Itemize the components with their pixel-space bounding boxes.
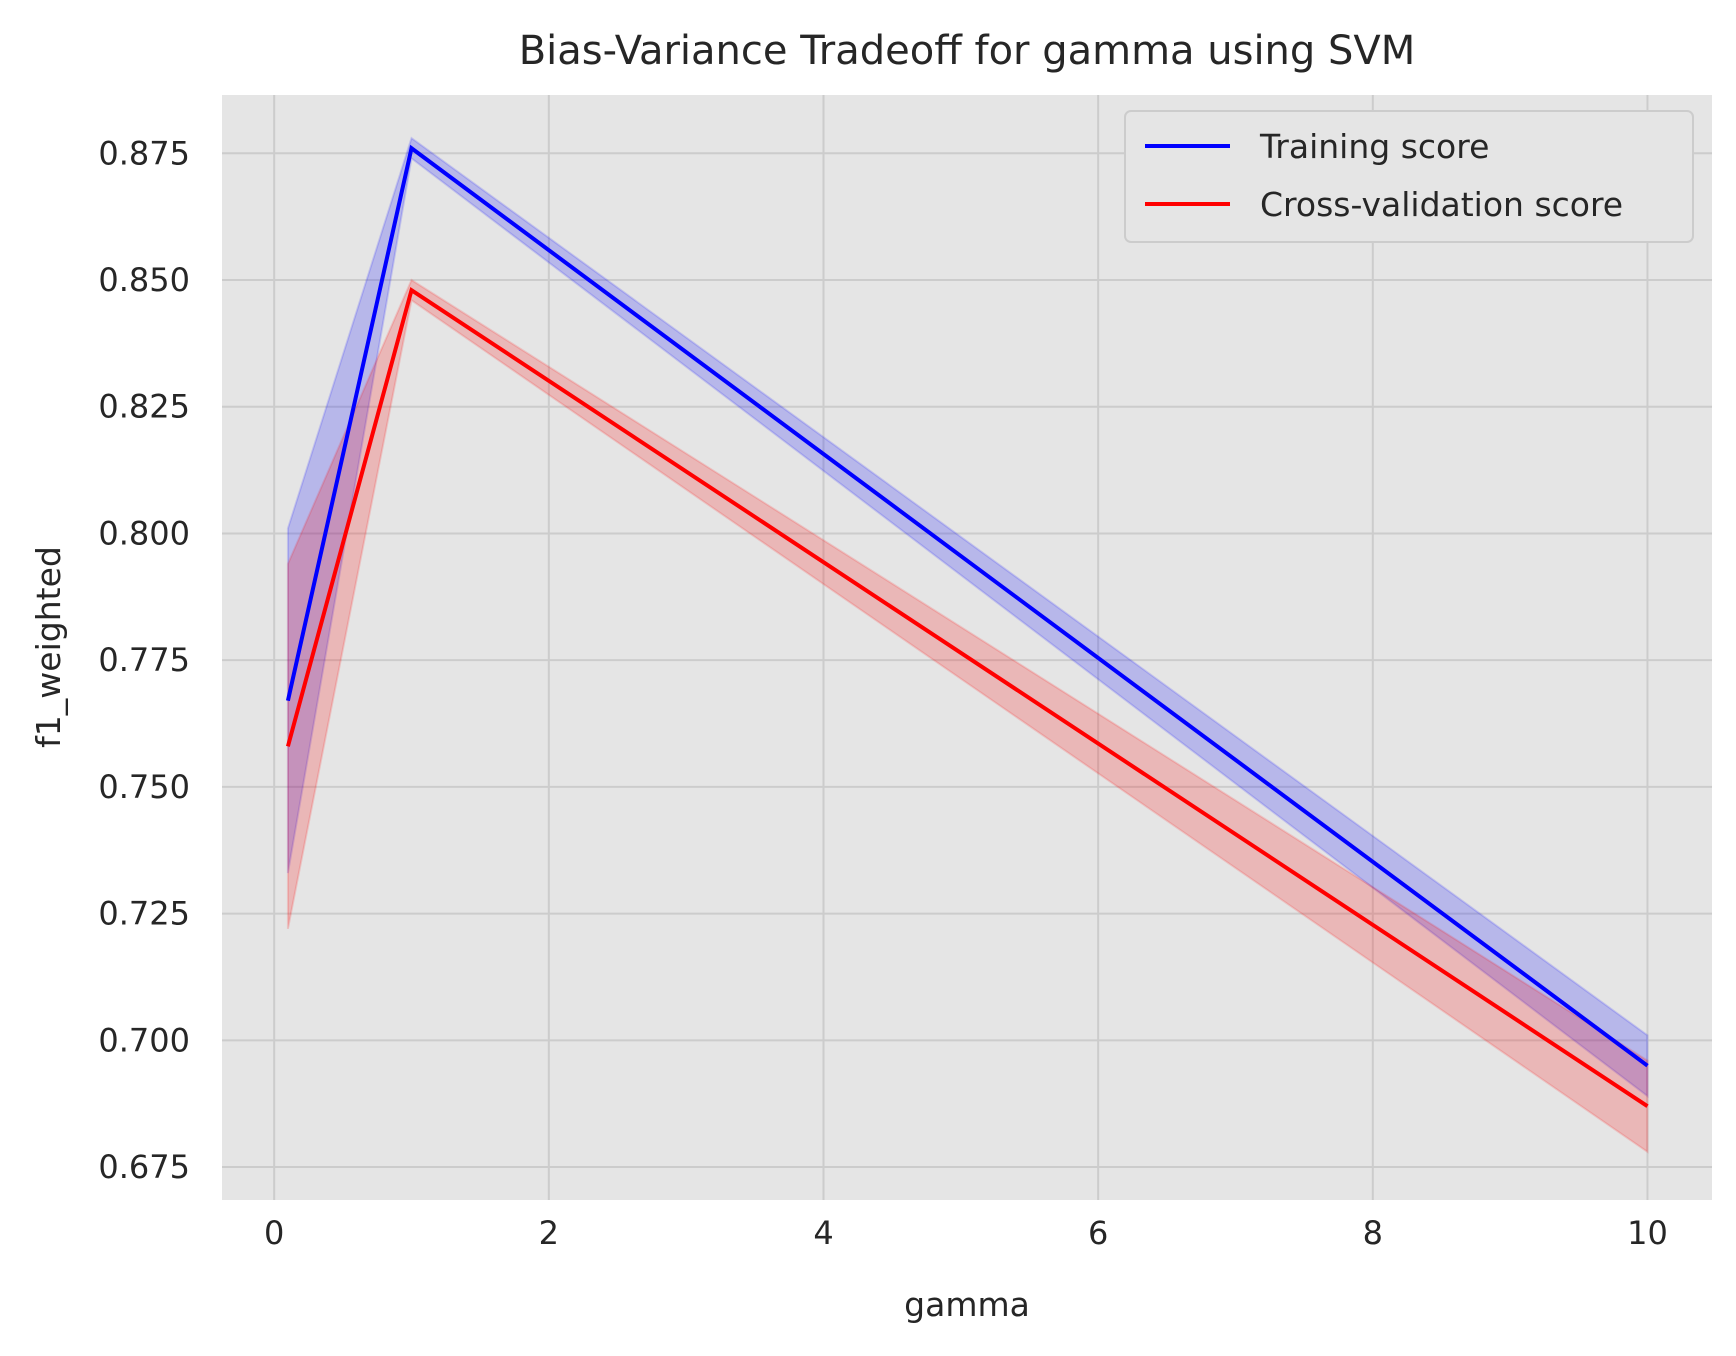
legend-label-training: Training score bbox=[1259, 127, 1489, 166]
y-tick-label: 0.850 bbox=[98, 261, 190, 299]
x-tick-label: 10 bbox=[1627, 1214, 1668, 1252]
y-tick-label: 0.825 bbox=[98, 388, 190, 426]
y-tick-label: 0.775 bbox=[98, 641, 190, 679]
line-training bbox=[285, 144, 1649, 1068]
band-training bbox=[286, 136, 1649, 1099]
y-tick-label: 0.725 bbox=[98, 895, 190, 933]
legend: Training score Cross-validation score bbox=[1124, 110, 1694, 243]
x-tick-label: 6 bbox=[1088, 1214, 1108, 1252]
y-tick-label: 0.700 bbox=[98, 1021, 190, 1059]
legend-frame bbox=[1124, 110, 1694, 243]
chart-title: Bias-Variance Tradeoff for gamma using S… bbox=[519, 28, 1416, 74]
y-axis-ticks: 0.675 0.700 0.725 0.750 0.775 0.800 0.825 0.850… bbox=[98, 134, 190, 1186]
x-tick-label: 2 bbox=[539, 1214, 559, 1252]
x-tick-label: 8 bbox=[1363, 1214, 1383, 1252]
confidence-bands bbox=[286, 136, 1649, 1154]
y-tick-label: 0.875 bbox=[98, 134, 190, 172]
legend-label-cross-validation: Cross-validation score bbox=[1260, 185, 1623, 224]
y-tick-label: 0.750 bbox=[98, 768, 190, 806]
band-cross-validation bbox=[286, 278, 1649, 1154]
y-axis-label: f1_weighted bbox=[29, 546, 68, 748]
x-axis-ticks: 0 2 4 6 8 10 bbox=[264, 1214, 1668, 1252]
y-tick-label: 0.675 bbox=[98, 1148, 190, 1186]
line-cross-validation bbox=[285, 286, 1649, 1108]
x-axis-label: gamma bbox=[904, 1285, 1030, 1324]
x-tick-label: 4 bbox=[813, 1214, 833, 1252]
x-tick-label: 0 bbox=[264, 1214, 284, 1252]
series-lines bbox=[285, 144, 1649, 1108]
grid bbox=[222, 95, 1712, 1200]
y-tick-label: 0.800 bbox=[98, 514, 190, 552]
